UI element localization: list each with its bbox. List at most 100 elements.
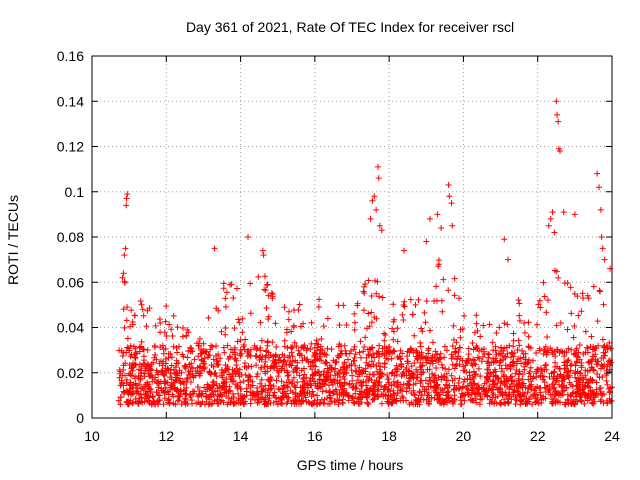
data-point (234, 338, 241, 345)
data-point (151, 344, 158, 351)
data-point (593, 386, 600, 393)
data-point (415, 296, 422, 303)
data-point (526, 382, 533, 389)
data-point (566, 379, 573, 386)
data-point (205, 314, 212, 321)
data-point (351, 354, 358, 361)
data-point (281, 367, 288, 374)
data-point (413, 397, 420, 404)
data-point (303, 347, 310, 354)
data-point (257, 380, 264, 387)
data-point (289, 358, 296, 365)
data-point (510, 391, 517, 398)
data-point (571, 211, 578, 218)
data-point (436, 391, 443, 398)
data-point (470, 397, 477, 404)
data-point (515, 337, 522, 344)
data-point (141, 357, 148, 364)
data-point (291, 383, 298, 390)
data-point (588, 399, 595, 406)
data-point (130, 343, 137, 350)
data-point (519, 376, 526, 383)
data-point (230, 294, 237, 301)
data-point (410, 374, 417, 381)
data-point (435, 263, 442, 270)
data-point (580, 295, 587, 302)
data-point (275, 395, 282, 402)
data-point (226, 383, 233, 390)
data-point (306, 399, 313, 406)
data-point (235, 316, 242, 323)
data-point (135, 400, 142, 407)
data-point (308, 340, 315, 347)
data-point (480, 322, 487, 329)
data-point (120, 388, 127, 395)
data-point (354, 302, 361, 309)
data-point (242, 336, 249, 343)
data-point (309, 388, 316, 395)
data-point (525, 343, 532, 350)
data-point (558, 383, 565, 390)
data-point (475, 382, 482, 389)
data-point (210, 363, 217, 370)
data-point (498, 365, 505, 372)
data-point (557, 148, 563, 155)
data-point (436, 400, 443, 407)
data-point (327, 395, 334, 402)
data-point (552, 391, 559, 398)
data-point (202, 401, 208, 408)
data-point (522, 359, 529, 366)
data-point (434, 211, 441, 218)
data-point (500, 356, 507, 363)
data-point (394, 325, 401, 332)
data-point (411, 391, 418, 398)
data-point (416, 351, 423, 358)
data-point (317, 379, 324, 386)
data-point (263, 304, 270, 311)
data-point (426, 327, 433, 334)
data-point (411, 332, 418, 339)
data-point (445, 287, 452, 294)
data-point (385, 386, 392, 393)
data-point (191, 388, 198, 395)
data-point (431, 395, 438, 402)
data-point (371, 354, 378, 361)
data-point (182, 362, 189, 369)
data-point (439, 364, 446, 371)
data-point (300, 389, 307, 396)
data-point (390, 318, 397, 325)
data-point (138, 338, 145, 345)
data-point (486, 321, 493, 328)
data-point (596, 184, 602, 191)
data-point (138, 301, 145, 308)
data-point (465, 357, 472, 364)
data-point (417, 343, 424, 350)
data-point (340, 370, 347, 377)
data-point (341, 360, 348, 367)
data-point (524, 400, 531, 407)
data-point (423, 396, 430, 403)
data-point (318, 335, 325, 342)
data-point (404, 358, 411, 365)
data-point (281, 304, 288, 311)
data-point (393, 362, 400, 369)
data-point (426, 374, 433, 381)
data-point (131, 312, 138, 319)
data-point (261, 273, 268, 280)
data-point (433, 365, 440, 372)
data-point (125, 401, 132, 408)
data-point (494, 393, 501, 400)
data-point (174, 386, 181, 393)
data-point (314, 368, 321, 375)
data-point (536, 385, 543, 392)
data-point (247, 346, 254, 353)
data-point (245, 362, 252, 369)
data-point (582, 328, 589, 335)
data-point (319, 388, 326, 395)
data-point (497, 357, 504, 364)
data-point (248, 363, 255, 370)
data-point (255, 273, 262, 280)
data-point (551, 368, 558, 375)
data-point (198, 391, 205, 398)
data-point (409, 311, 416, 318)
